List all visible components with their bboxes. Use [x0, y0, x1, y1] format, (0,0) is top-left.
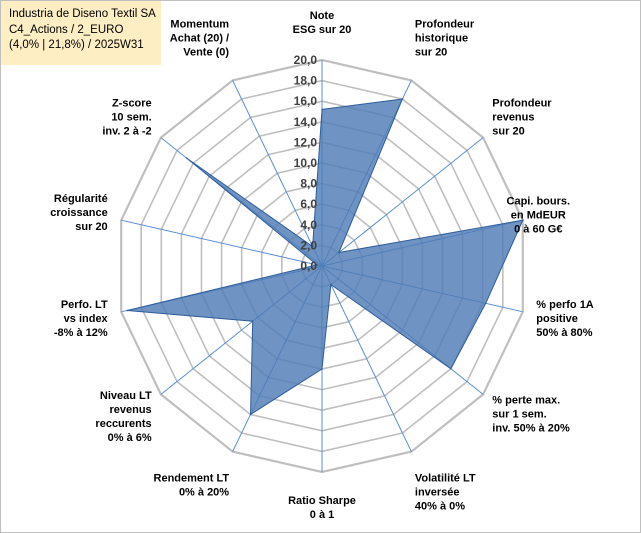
axis-label-line: sur 20	[492, 125, 524, 137]
axis-spoke	[321, 137, 484, 267]
axis-label-line: Perfo. LT	[61, 299, 108, 311]
axis-label-line: inv. 2 à -2	[102, 125, 151, 137]
axis-label: % perte max. sur 1 sem. inv. 50% à 20%	[492, 395, 570, 435]
axis-label-line: 0% à 6%	[108, 432, 152, 444]
axis-label: Niveau LT revenus reccurents 0% à 6%	[95, 390, 152, 444]
axis-label-line: sur 20	[415, 47, 447, 59]
tick-label: 20,0	[294, 53, 318, 67]
axis-label-line: inversée	[415, 486, 460, 498]
axis-label-line: % perfo 1A	[536, 299, 594, 311]
axis-label-line: Ratio Sharpe	[288, 495, 356, 507]
axis-label-line: Régularité	[54, 193, 108, 205]
axis-label-line: Profondeur	[415, 19, 475, 31]
radar-axis-labels: Note ESG sur 20 Profondeur historique sur 20…	[50, 10, 594, 521]
data-point	[311, 245, 314, 248]
axis-label-line: revenus	[109, 404, 151, 416]
axis-label-line: 0 à 1	[310, 509, 334, 521]
company-name: Industria de Diseno Textil SA	[9, 8, 156, 20]
axis-label: Profondeur historique sur 20	[415, 19, 475, 59]
axis-label-line: croissance	[50, 207, 107, 219]
axis-label-line: revenus	[492, 111, 534, 123]
axis-label-line: 0% à 20%	[179, 486, 229, 498]
tick-label: 8,0	[300, 177, 317, 191]
axis-label-line: Capi. bours.	[507, 195, 571, 207]
axis-label-line: 0 à 60 G€	[514, 223, 562, 235]
axis-label-line: positive	[536, 313, 578, 325]
data-point	[330, 283, 332, 286]
axis-label-line: 50% à 80%	[536, 327, 592, 339]
series-area	[127, 98, 524, 416]
axis-label: % perfo 1A positive 50% à 80%	[536, 299, 594, 339]
data-point	[484, 302, 487, 305]
data-point	[316, 264, 318, 266]
tick-label: 14,0	[294, 115, 318, 129]
axis-spoke	[121, 219, 323, 267]
axis-label-line: Rendement LT	[154, 472, 230, 484]
axis-label: Capi. bours. en MdEUR 0 à 60 G€	[507, 195, 571, 235]
tick-label: 18,0	[294, 74, 318, 88]
axis-label: Z-score 10 sem. inv. 2 à -2	[102, 97, 151, 137]
axis-label-line: reccurents	[95, 418, 151, 430]
axis-label: Momentum Achat (20) / Vente (0)	[170, 19, 230, 59]
performance-stats: (4,0% | 21,8%) / 2025W31	[9, 39, 144, 51]
axis-label-line: inv. 50% à 20%	[492, 423, 570, 435]
tick-label: 10,0	[294, 156, 318, 170]
chart-title-box: Industria de Diseno Textil SA C4_Actions…	[1, 1, 161, 65]
portfolio-name: C4_Actions / 2_EURO	[9, 23, 124, 36]
tick-label: 16,0	[294, 94, 318, 108]
axis-label-line: Volatilité LT	[415, 472, 476, 484]
axis-label-line: -8% à 12%	[54, 327, 108, 339]
data-point	[401, 98, 404, 100]
data-point	[321, 368, 323, 370]
axis-label-line: % perte max.	[492, 395, 560, 407]
tick-label: 2,0	[300, 238, 317, 252]
radar-tick-labels: 0,0 2,0 4,0 6,0 8,0 10,0 12,0 14,0 16,0 18,0 20,0	[294, 53, 318, 273]
axis-label-line: Z-score	[112, 97, 152, 109]
axis-label-line: 10 sem.	[111, 111, 151, 123]
axis-label-line: Vente (0)	[183, 47, 229, 59]
axis-label: Régularité croissance sur 20	[50, 193, 107, 233]
axis-label: Ratio Sharpe 0 à 1	[288, 495, 356, 521]
axis-spoke	[321, 265, 412, 452]
radar-series	[126, 98, 524, 416]
tick-label: 6,0	[300, 197, 317, 211]
data-point	[251, 320, 254, 323]
axis-label: Perfo. LT vs index -8% à 12%	[54, 299, 109, 339]
tick-label: 4,0	[300, 218, 317, 232]
axis-label-line: Achat (20) /	[170, 33, 229, 45]
axis-label: Profondeur revenus sur 20	[492, 97, 552, 137]
data-point	[249, 413, 252, 416]
data-point	[522, 219, 524, 221]
data-point	[321, 108, 323, 111]
axis-label: Rendement LT 0% à 20%	[154, 472, 230, 498]
axis-label-line: Profondeur	[492, 97, 552, 109]
data-point	[126, 309, 128, 312]
axis-label-line: Niveau LT	[100, 390, 152, 402]
axis-label: Note ESG sur 20	[293, 10, 352, 36]
data-point	[185, 157, 188, 159]
axis-label-line: vs index	[64, 313, 109, 325]
data-point	[338, 251, 340, 254]
tick-label: 12,0	[294, 135, 318, 149]
data-point	[450, 368, 452, 370]
axis-label-line: 40% à 0%	[415, 500, 465, 512]
axis-label-line: ESG sur 20	[293, 24, 352, 36]
tick-label: 0,0	[300, 259, 317, 273]
axis-label-line: Note	[310, 10, 334, 22]
axis-label-line: en MdEUR	[511, 209, 566, 221]
axis-label: Volatilité LT inversée 40% à 0%	[415, 472, 476, 512]
axis-label-line: Momentum	[170, 19, 229, 31]
axis-label-line: historique	[415, 33, 468, 45]
axis-spoke	[232, 80, 323, 267]
axis-label-line: sur 1 sem.	[492, 409, 546, 421]
axis-label-line: sur 20	[75, 221, 107, 233]
